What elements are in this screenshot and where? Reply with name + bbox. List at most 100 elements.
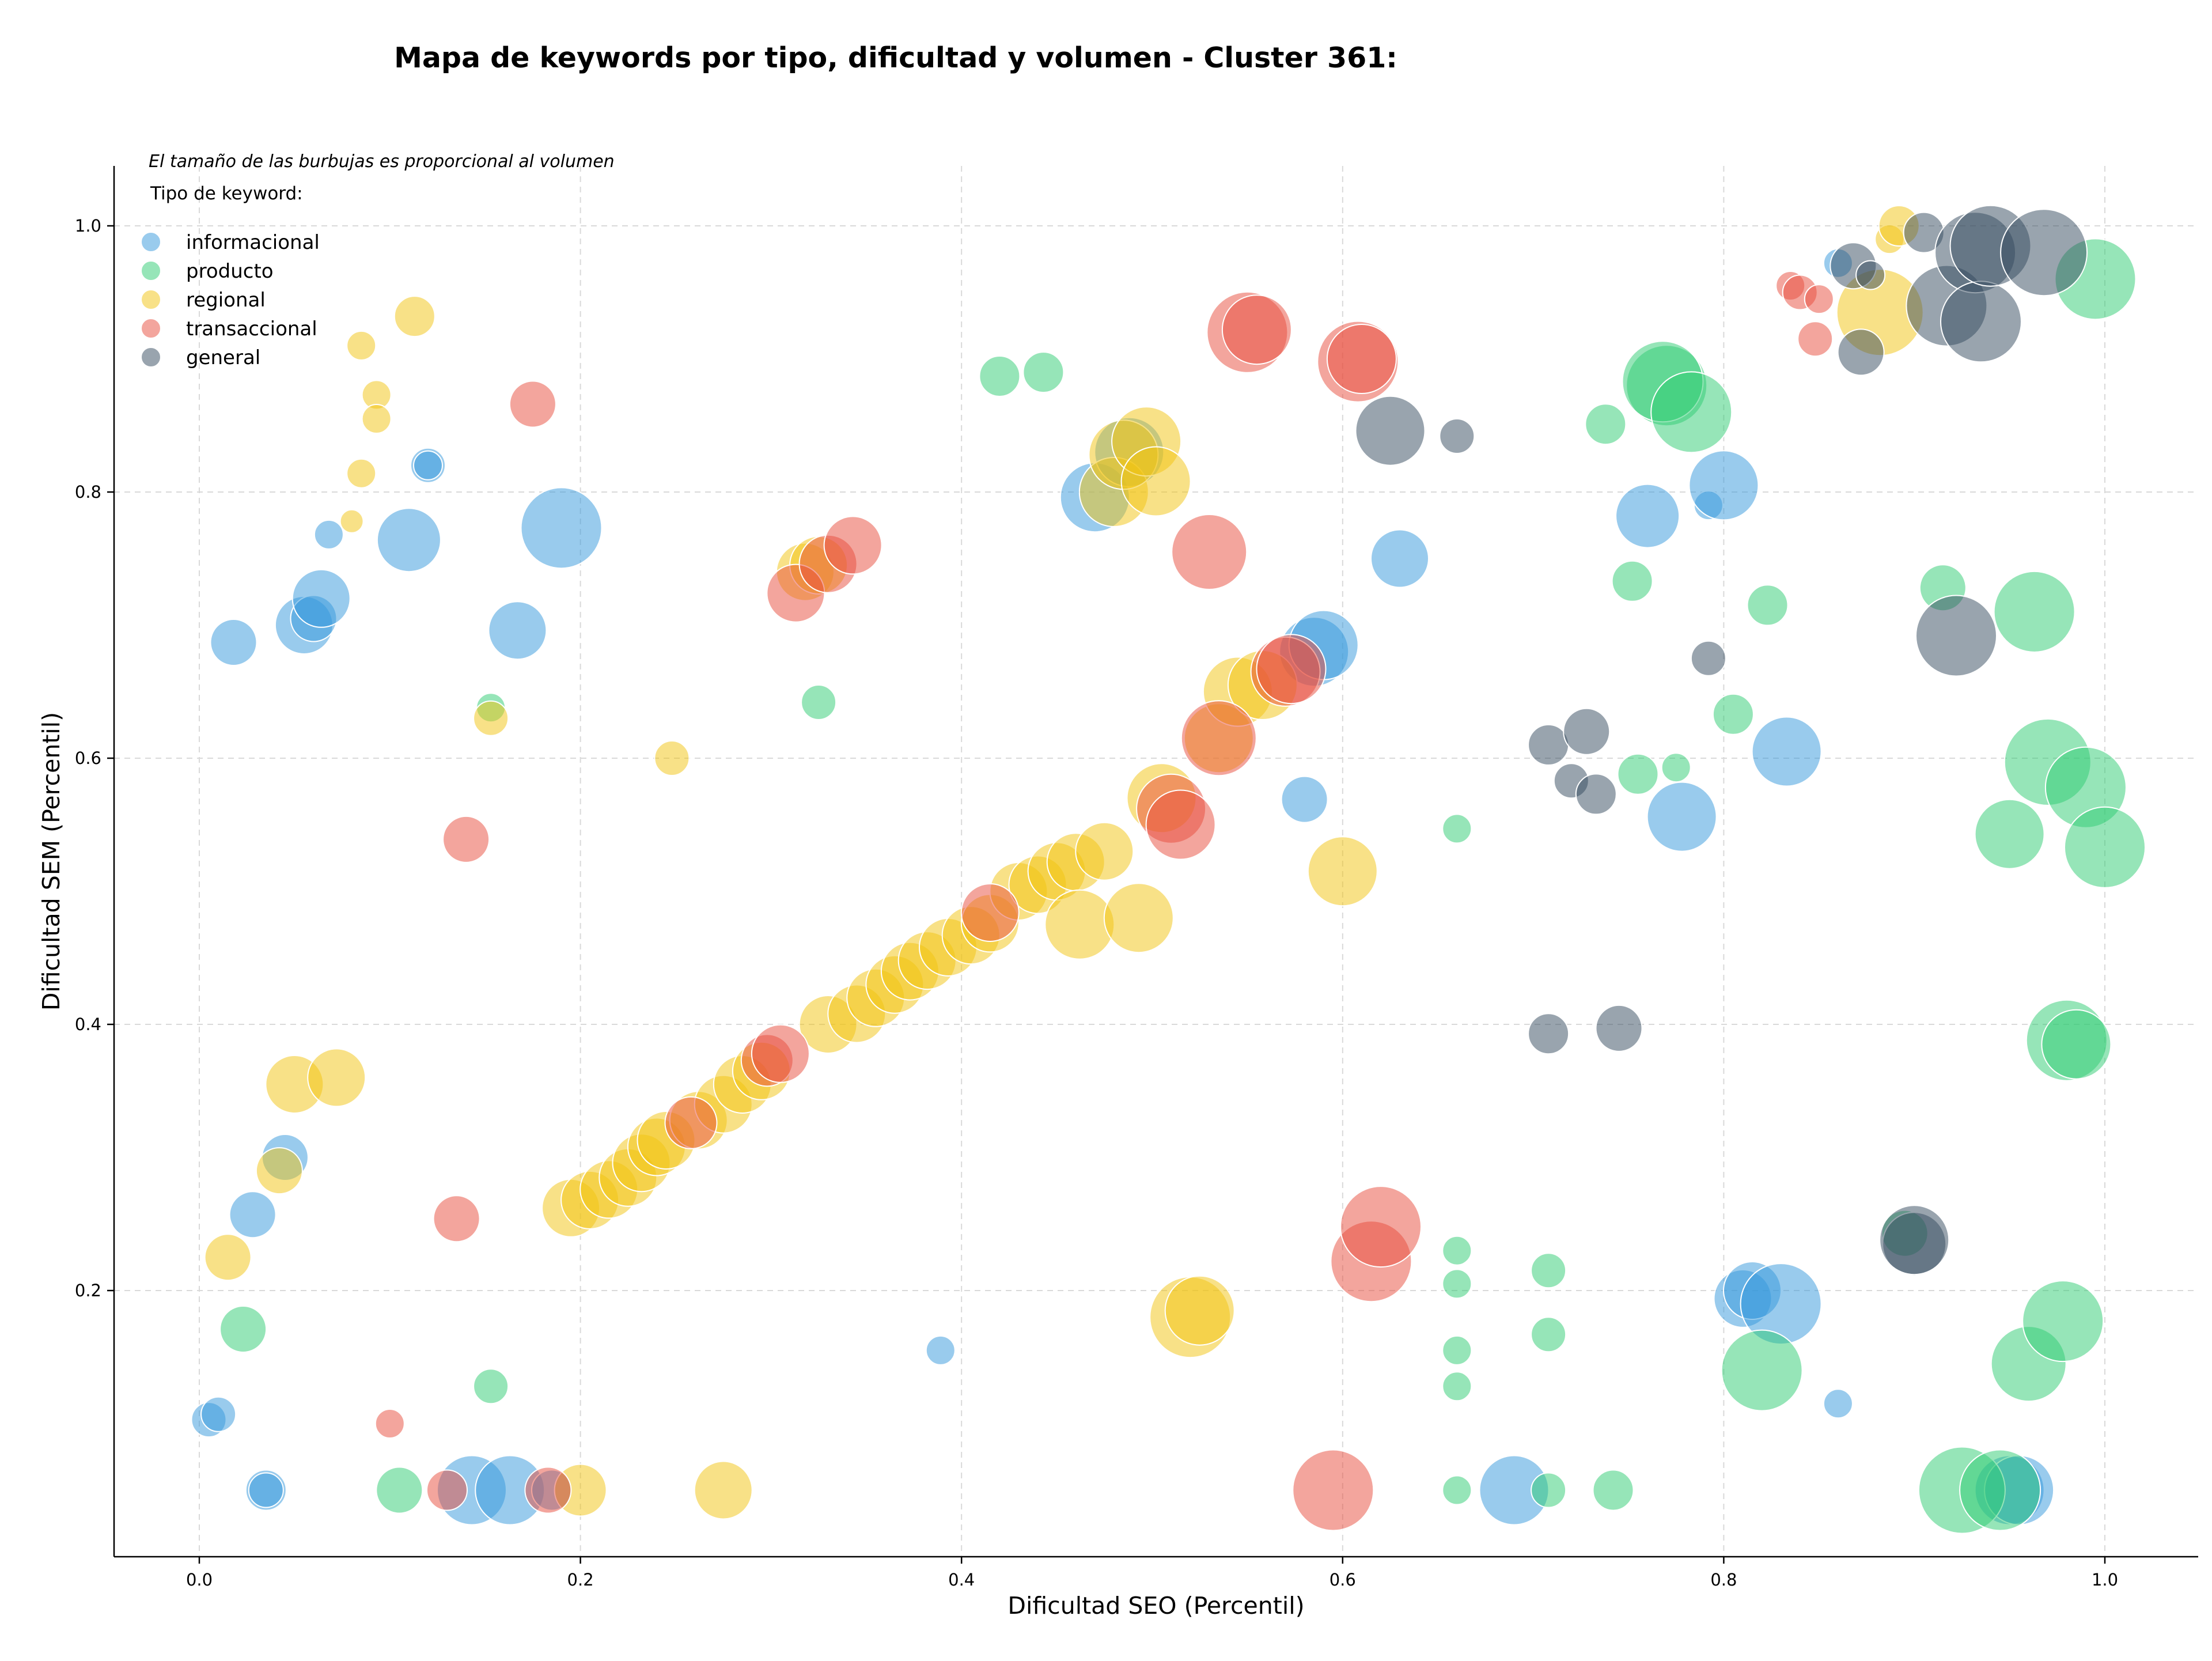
bubble-informacional (1370, 529, 1429, 588)
bubble-general (1575, 773, 1617, 815)
legend-marker-general (141, 347, 161, 368)
ticks: 0.0 0.2 0.4 0.6 0.8 1.0 0.2 0.4 0.6 0.8 1.0 (75, 216, 2118, 1590)
bubble-producto (376, 1466, 423, 1514)
bubble-producto (2041, 1009, 2112, 1080)
bubble-general (1690, 640, 1726, 676)
bubble-regional (1044, 889, 1115, 960)
y-tick-label: 0.8 (75, 482, 101, 502)
bubble-transaccional (1171, 514, 1248, 590)
bubble-transaccional (960, 883, 1020, 942)
bubble-general (1439, 418, 1475, 454)
bubble-regional (393, 296, 435, 338)
bubble-informacional (313, 519, 344, 550)
bubble-regional (473, 700, 509, 736)
legend-label-regional: regional (186, 289, 266, 312)
legend-marker-transaccional (141, 318, 161, 339)
bubble-transaccional (1180, 700, 1257, 777)
bubble-producto (2064, 806, 2146, 888)
bubble-regional (255, 1147, 303, 1195)
bubble-producto (219, 1306, 267, 1353)
bubble-transaccional (1326, 324, 1397, 394)
bubble-regional (1164, 1275, 1235, 1346)
bubble-informacional (210, 619, 257, 666)
chart-title: Mapa de keywords por tipo, dificultad y … (394, 41, 1397, 74)
x-tick-label: 0.6 (1330, 1570, 1356, 1590)
legend-label-informacional: informacional (186, 231, 320, 254)
bubble-transaccional (664, 1096, 718, 1149)
bubble-producto (1650, 371, 1733, 453)
legend-label-producto: producto (186, 260, 274, 283)
bubble-general (1855, 260, 1886, 290)
bubble-general (1940, 281, 2022, 363)
bubbles-layer (191, 205, 2146, 1534)
bubble-informacional (1751, 716, 1822, 787)
axes (113, 166, 2198, 1558)
bubble-transaccional (751, 1024, 810, 1083)
x-tick-label: 0.8 (1710, 1570, 1737, 1590)
bubble-producto (1442, 1475, 1472, 1505)
bubble-informacional (291, 569, 351, 628)
x-tick-label: 1.0 (2092, 1570, 2118, 1590)
y-tick-label: 0.2 (75, 1281, 101, 1300)
grid-lines (114, 166, 2198, 1557)
bubble-producto (1661, 752, 1691, 783)
bubble-informacional (229, 1191, 276, 1239)
bubble-producto (1617, 753, 1659, 795)
bubble-producto (1959, 1449, 2041, 1531)
bubble-producto (1442, 1335, 1472, 1365)
bubble-producto (473, 1368, 509, 1405)
x-tick-label: 0.0 (186, 1570, 213, 1590)
bubble-producto (1531, 1472, 1567, 1508)
bubble-producto (979, 355, 1021, 397)
bubble-informacional (488, 601, 547, 660)
legend-label-transaccional: transaccional (186, 317, 317, 340)
bubble-regional (361, 404, 392, 434)
bubble-producto (1442, 1269, 1472, 1299)
bubble-informacional (1646, 781, 1717, 852)
bubble-producto (1993, 570, 2075, 653)
bubble-informacional (1281, 775, 1328, 823)
bubble-producto (1974, 799, 2045, 869)
legend-marker-regional (141, 289, 161, 310)
bubble-general (1879, 1205, 1950, 1276)
bubble-transaccional (1145, 789, 1216, 860)
bubble-regional (1307, 836, 1378, 907)
bubble-producto (1442, 814, 1472, 844)
bubble-regional (1120, 446, 1191, 517)
bubble-informacional (1823, 1388, 1853, 1419)
bubble-regional (339, 509, 364, 534)
bubble-transaccional (1804, 284, 1834, 315)
bubble-producto (1531, 1253, 1567, 1289)
bubble-producto (2022, 1280, 2104, 1363)
bubble-general (1837, 328, 1885, 376)
bubble-informacional (200, 1396, 237, 1432)
legend: Tipo de keyword: informacional producto re… (141, 183, 320, 369)
bubble-transaccional (1797, 321, 1834, 357)
bubble-informacional (520, 487, 603, 569)
x-tick-label: 0.2 (567, 1570, 594, 1590)
bubble-transaccional (1256, 634, 1327, 705)
y-tick-label: 0.4 (75, 1015, 101, 1034)
bubble-informacional (248, 1472, 284, 1508)
bubble-transaccional (1221, 294, 1292, 365)
y-tick-label: 1.0 (75, 216, 101, 236)
bubble-general (1528, 1013, 1570, 1055)
bubble-regional (204, 1234, 252, 1281)
bubble-transaccional (823, 516, 882, 575)
bubble-informacional (1688, 450, 1759, 521)
bubble-producto (1442, 1371, 1472, 1402)
bubble-general (2000, 209, 2088, 297)
legend-label-general: general (186, 346, 260, 369)
bubble-transaccional (426, 1469, 468, 1511)
bubble-producto (1592, 1469, 1634, 1511)
bubble-regional (307, 1048, 366, 1107)
bubble-producto (1531, 1316, 1567, 1353)
bubble-informacional (1615, 483, 1680, 548)
bubble-producto (1022, 351, 1065, 394)
legend-marker-informacional (141, 232, 161, 252)
bubble-general (1355, 395, 1426, 466)
bubble-informacional (925, 1335, 956, 1365)
bubble-general (1563, 707, 1611, 755)
bubble-regional (346, 458, 377, 489)
